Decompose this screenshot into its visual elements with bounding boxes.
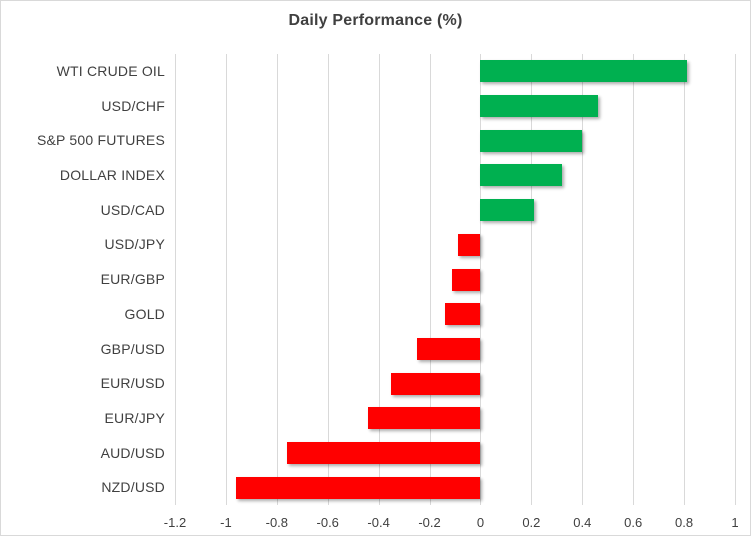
x-tick-label: -0.6 (316, 515, 339, 530)
gridline (276, 54, 278, 505)
bar-gbp-usd (416, 337, 481, 360)
bar-wti-crude-oil (480, 60, 687, 83)
x-tick-label: 0 (476, 515, 485, 530)
x-tick-label: -1.2 (163, 515, 187, 530)
category-label: NZD/USD (101, 479, 165, 496)
category-label: USD/CAD (100, 201, 165, 218)
x-tick-label: -0.8 (265, 515, 289, 530)
gridline (735, 54, 736, 505)
gridline (327, 54, 329, 505)
bar-usd-cad (480, 199, 534, 222)
bar-s-p-500-futures (480, 129, 583, 152)
x-tick-label: 0.8 (675, 515, 694, 530)
category-label: EUR/GBP (100, 271, 165, 288)
category-label: WTI CRUDE OIL (56, 63, 165, 79)
gridline (225, 54, 227, 505)
bar-dollar-index (480, 164, 562, 187)
bar-eur-jpy (368, 407, 481, 430)
x-tick-label: -1 (220, 515, 232, 530)
category-label: GBP/USD (100, 340, 165, 357)
category-label: EUR/JPY (104, 409, 165, 426)
category-axis: WTI CRUDE OIL USD/CHF S&P 500 FUTURES DOLLA… (1, 54, 165, 505)
x-tick-label: 0.6 (624, 515, 643, 530)
category-label: USD/CHF (101, 97, 165, 114)
bar-nzd-usd (236, 476, 481, 499)
category-label: AUD/USD (100, 444, 165, 461)
bar-usd-jpy (457, 233, 481, 256)
bar-gold (444, 303, 481, 326)
category-label: USD/JPY (104, 236, 165, 253)
bar-eur-gbp (452, 268, 481, 291)
bar-usd-chf (480, 95, 598, 118)
x-tick-label: 0.4 (573, 515, 592, 530)
gridline (429, 54, 431, 505)
gridline (684, 54, 686, 505)
x-tick-label: -0.2 (418, 515, 441, 530)
gridline (633, 54, 635, 505)
value-axis: -1.2 -1 -0.8 -0.6 -0.4 -0.2 0 0.2 0.4 0.6 0.8 1 (164, 515, 739, 533)
gridline (378, 54, 380, 505)
bar-aud-usd (287, 441, 481, 464)
category-label: GOLD (124, 305, 165, 322)
chart-title: Daily Performance (%) (288, 12, 463, 29)
gridline (175, 54, 176, 505)
category-label: S&P 500 FUTURES (36, 132, 165, 149)
gridline (582, 54, 584, 505)
gridline (480, 54, 482, 505)
bar-eur-usd (391, 372, 481, 395)
plot-area (175, 54, 736, 505)
category-label: DOLLAR INDEX (59, 167, 165, 184)
x-tick-label: 0.2 (522, 515, 541, 530)
gridline (531, 54, 533, 505)
x-tick-label: 1 (731, 515, 739, 530)
x-tick-label: -0.4 (367, 515, 390, 530)
category-label: EUR/USD (100, 375, 165, 392)
